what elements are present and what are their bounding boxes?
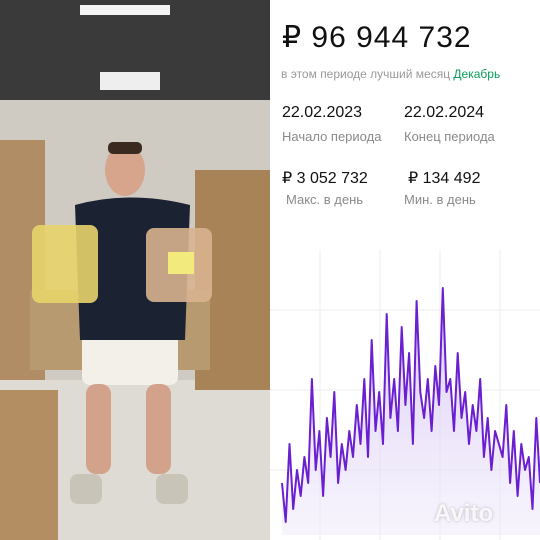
total: ₽ 96 944 732	[282, 21, 472, 54]
line	[281, 287, 540, 523]
slipper	[70, 474, 102, 504]
max-label: Макс. в день	[286, 192, 364, 207]
best-month-text: в этом периоде лучший месяц Декабрь	[281, 67, 500, 81]
slipper	[156, 474, 188, 504]
box	[0, 390, 58, 540]
watermark: Avito	[434, 500, 494, 527]
end-label: Конец периода	[404, 129, 495, 144]
min-label: Мин. в день	[404, 192, 476, 207]
chart	[270, 250, 540, 540]
max-value: ₽ 3 052 732	[282, 170, 368, 187]
ceiling-light	[80, 5, 170, 15]
leg	[146, 384, 171, 474]
min-value: ₽ 134 492	[408, 170, 481, 187]
leg	[86, 384, 111, 474]
start-label: Начало периода	[282, 129, 382, 144]
sticker	[168, 252, 194, 274]
end-date: 22.02.2024	[404, 104, 485, 121]
caption: в этом периоде лучший месяц	[281, 67, 451, 81]
best-month: Декабрь	[453, 67, 501, 81]
start-date: 22.02.2023	[282, 104, 363, 121]
canister	[32, 225, 98, 303]
hair	[108, 142, 142, 154]
head	[105, 144, 145, 196]
ceiling-light	[100, 72, 160, 90]
photo	[0, 0, 270, 540]
shorts	[82, 330, 178, 385]
